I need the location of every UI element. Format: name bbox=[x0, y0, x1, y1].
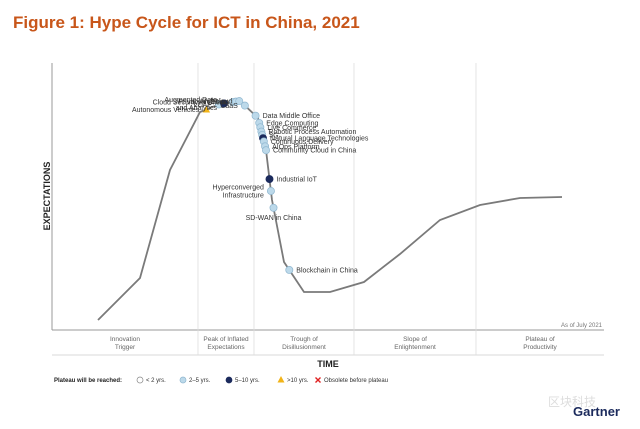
technology-label: Continuous Delivery bbox=[271, 139, 334, 146]
legend-label: < 2 yrs. bbox=[146, 378, 166, 384]
legend-item: < 2 yrs. bbox=[136, 376, 166, 384]
technology-marker bbox=[266, 187, 275, 195]
x-axis-title: TIME bbox=[317, 359, 339, 369]
legend-marker bbox=[136, 376, 144, 384]
technology-marker bbox=[220, 99, 228, 108]
technology-marker bbox=[269, 203, 278, 212]
legend-item: Obsolete before plateau bbox=[315, 377, 388, 384]
gartner-logo: Gartner bbox=[573, 404, 620, 419]
technology-label: Blockchain in China bbox=[296, 267, 358, 274]
legend-item: >10 yrs. bbox=[277, 376, 309, 384]
legend: Plateau will be reached: < 2 yrs. 2–5 yrs.… bbox=[54, 376, 388, 384]
technology-label: Natural Language Technologies bbox=[270, 136, 369, 143]
legend-marker bbox=[315, 377, 321, 383]
technology-item: Autonomous Vehicles bbox=[132, 105, 211, 114]
technology-item: Blockchain in China bbox=[285, 266, 358, 274]
phase-label: Plateau of Productivity bbox=[523, 336, 557, 351]
technology-label: AIOps Platform bbox=[272, 144, 320, 151]
legend-label: 5–10 yrs. bbox=[235, 378, 260, 384]
technology-item: SD-WAN in China bbox=[246, 203, 302, 222]
technology-label: Augmented Data and Analytics bbox=[164, 97, 217, 112]
figure-title: Figure 1: Hype Cycle for ICT in China, 2… bbox=[13, 13, 360, 32]
phase-label: Slope of Enlightenment bbox=[394, 336, 436, 351]
phase-label: Innovation Trigger bbox=[110, 336, 140, 351]
technology-marker bbox=[202, 105, 211, 113]
technology-marker bbox=[235, 97, 244, 106]
plot-frame bbox=[51, 63, 604, 356]
technology-label: Robotic Process Automation bbox=[268, 129, 356, 136]
technology-label: SD-WAN in China bbox=[246, 215, 302, 222]
technology-item: CaaS bbox=[220, 101, 249, 110]
technology-label: Privacy in China bbox=[178, 99, 229, 106]
technology-item: Augmented Data and Analytics bbox=[164, 97, 228, 112]
technology-label: Cloud Security in China bbox=[153, 100, 226, 107]
technology-item: Community Cloud in China bbox=[262, 146, 356, 155]
technology-label: Community Cloud in China bbox=[273, 148, 356, 155]
technology-item: Multicloud bbox=[201, 97, 244, 106]
legend-marker bbox=[225, 376, 233, 384]
legend-label: Obsolete before plateau bbox=[324, 378, 388, 384]
phase-label: Peak of Inflated Expectations bbox=[203, 336, 249, 351]
technology-item: Hyperconverged Infrastructure bbox=[213, 185, 275, 200]
technology-marker bbox=[285, 266, 294, 274]
legend-marker bbox=[277, 376, 285, 383]
technology-marker bbox=[265, 175, 274, 184]
technology-label: Data Middle Office bbox=[263, 113, 321, 120]
technology-marker bbox=[262, 146, 270, 155]
legend-marker bbox=[179, 376, 187, 384]
legend-item: 5–10 yrs. bbox=[225, 376, 260, 384]
technology-item: Data Middle Office bbox=[251, 111, 321, 120]
phase-label: Trough of Disillusionment bbox=[282, 336, 326, 351]
technology-label: Multicloud bbox=[201, 99, 233, 106]
technology-label: CaaS bbox=[220, 103, 238, 110]
technology-label: LCAP bbox=[194, 102, 213, 109]
technology-label: 5G bbox=[269, 132, 278, 139]
watermark: 区块科技 bbox=[548, 395, 596, 409]
phase-labels: Innovation Trigger Peak of Inflated Expecta… bbox=[110, 336, 558, 351]
y-axis-title: EXPECTATIONS bbox=[42, 162, 52, 231]
technology-label: Autonomous Vehicles bbox=[132, 107, 200, 114]
legend-label: 2–5 yrs. bbox=[189, 378, 211, 384]
technology-marker bbox=[251, 111, 260, 120]
technology-label: Edge Computing bbox=[266, 120, 318, 127]
legend-heading: Plateau will be reached: bbox=[54, 378, 122, 384]
technology-label: Industrial IoT bbox=[276, 177, 317, 184]
technology-marker bbox=[240, 101, 249, 110]
hype-curve bbox=[97, 100, 563, 321]
legend-item: 2–5 yrs. bbox=[179, 376, 211, 384]
legend-label: >10 yrs. bbox=[287, 378, 309, 384]
technology-label: Hyperconverged Infrastructure bbox=[213, 185, 264, 200]
technology-item: Industrial IoT bbox=[265, 175, 318, 184]
technology-label: Live Commerce bbox=[267, 125, 316, 132]
as-of-label: As of July 2021 bbox=[561, 323, 603, 329]
